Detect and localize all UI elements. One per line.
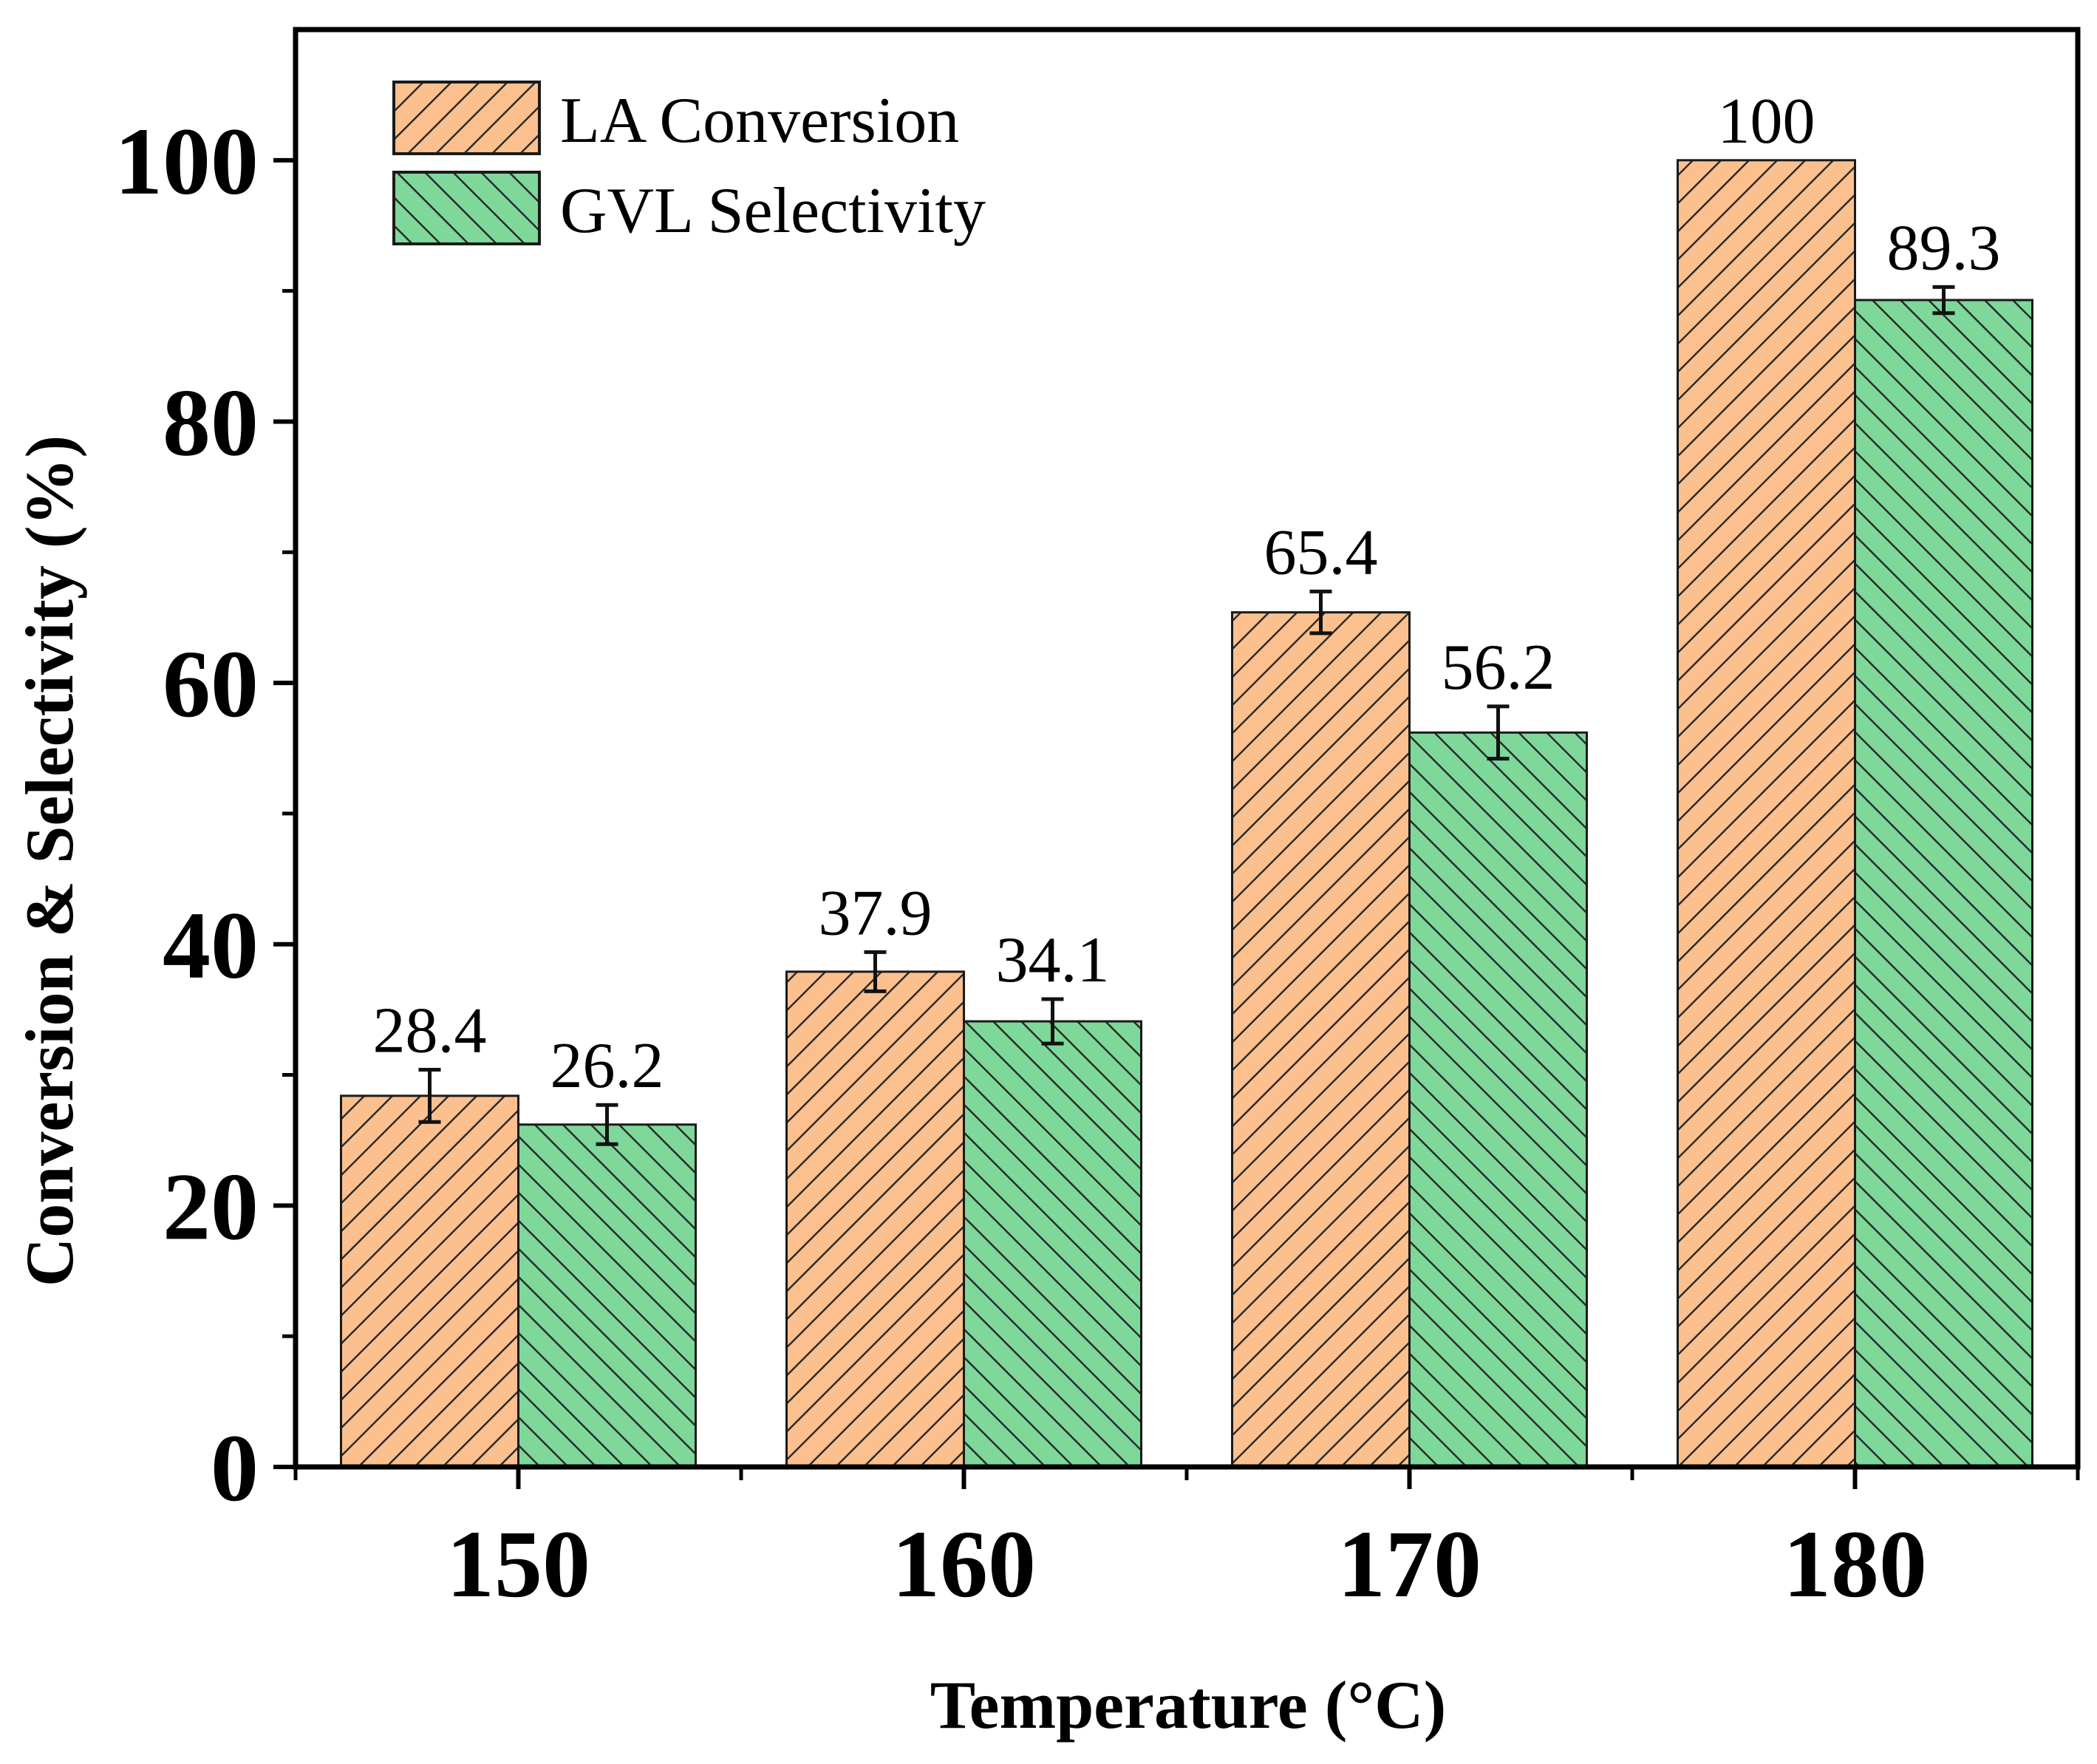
bar-hatch-gvl-selectivity-160: [963, 1020, 1142, 1468]
x-tick-label-160: 160: [892, 1511, 1036, 1618]
plot-frame: [293, 27, 2081, 1470]
data-label-gvl-selectivity-150: 26.2: [550, 1030, 664, 1102]
bar-hatch-gvl-selectivity-180: [1854, 299, 2033, 1468]
x-tick-label-180: 180: [1783, 1511, 1927, 1618]
bar-hatch-la-conversion-150: [340, 1094, 519, 1468]
y-tick-label-40: 40: [163, 893, 259, 999]
y-tick-label-0: 0: [211, 1415, 259, 1522]
bar-hatch-gvl-selectivity-150: [517, 1123, 697, 1468]
data-label-gvl-selectivity-180: 89.3: [1887, 212, 2001, 284]
legend-label-gvl-selectivity: GVL Selectivity: [560, 175, 986, 247]
y-tick-label-20: 20: [163, 1154, 259, 1260]
x-tick-label-150: 150: [446, 1511, 590, 1618]
data-label-gvl-selectivity-160: 34.1: [996, 924, 1110, 996]
error-bar-la-conversion-150: [418, 1067, 441, 1124]
data-label-la-conversion-180: 100: [1718, 86, 1815, 157]
error-bar-la-conversion-170: [1309, 589, 1332, 636]
y-tick-label-100: 100: [115, 109, 259, 215]
error-bar-gvl-selectivity-150: [596, 1103, 618, 1146]
bar-hatch-la-conversion-180: [1677, 159, 1856, 1468]
y-axis-title: Conversion & Selectivity (%): [12, 435, 87, 1287]
y-tick-label-60: 60: [163, 631, 259, 738]
error-bar-gvl-selectivity-170: [1487, 704, 1510, 761]
error-bar-gvl-selectivity-160: [1041, 997, 1064, 1046]
error-bar-la-conversion-160: [864, 950, 887, 993]
data-label-gvl-selectivity-170: 56.2: [1442, 632, 1555, 704]
legend-swatch-la-conversion-hatch: [392, 81, 541, 155]
error-bar-gvl-selectivity-180: [1932, 285, 1955, 316]
data-label-la-conversion-170: 65.4: [1264, 517, 1378, 588]
bar-hatch-la-conversion-170: [1231, 611, 1411, 1468]
x-tick-label-170: 170: [1337, 1511, 1481, 1618]
legend: LA Conversion GVL Selectivity: [392, 81, 986, 247]
legend-swatch-gvl-selectivity-hatch: [392, 171, 541, 245]
x-axis-title: Temperature (°C): [930, 1667, 1447, 1743]
y-tick-label-80: 80: [163, 370, 259, 476]
data-label-la-conversion-160: 37.9: [819, 877, 932, 949]
data-label-la-conversion-150: 28.4: [373, 995, 487, 1066]
legend-label-la-conversion: LA Conversion: [560, 85, 959, 157]
bar-hatch-la-conversion-160: [785, 970, 965, 1468]
bar-hatch-gvl-selectivity-170: [1408, 731, 1588, 1468]
